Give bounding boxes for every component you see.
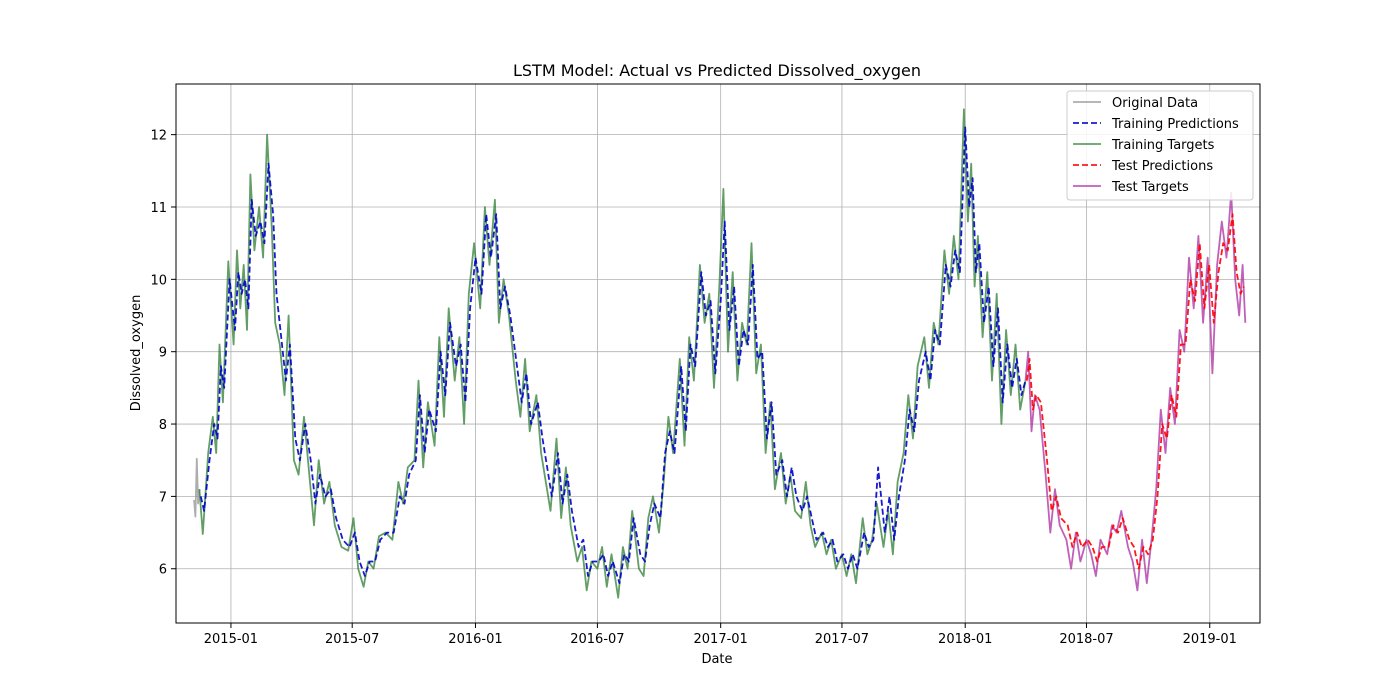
series-layer (193, 108, 1247, 599)
x-tick-label: 2018-07 (1059, 632, 1113, 647)
series-line-test-predictions (1026, 213, 1245, 570)
x-tick-label: 2019-01 (1183, 632, 1237, 647)
x-tick-label: 2017-07 (815, 632, 869, 647)
y-tick-label: 9 (159, 346, 167, 361)
y-axis-label: Dissolved_oxygen (129, 295, 144, 412)
legend-label-original-data: Original Data (1112, 96, 1198, 111)
x-tick-label: 2018-01 (938, 632, 992, 647)
y-axis: 6 7 8 9 10 11 12 (150, 129, 176, 578)
y-tick-label: 8 (159, 418, 167, 433)
series-line-training-predictions (199, 126, 1027, 585)
y-tick-label: 11 (150, 201, 167, 216)
x-axis-label: Date (701, 652, 732, 667)
y-tick-label: 10 (150, 273, 167, 288)
legend-label-training-predictions: Training Predictions (1111, 117, 1239, 132)
y-tick-label: 12 (150, 129, 167, 144)
x-tick-label: 2015-01 (204, 632, 258, 647)
series-line-original-data (193, 457, 201, 518)
series-line-training-targets (198, 108, 1027, 599)
legend-label-test-targets: Test Targets (1111, 180, 1189, 195)
legend: Original Data Training Predictions Trainin… (1066, 90, 1254, 201)
legend-label-test-predictions: Test Predictions (1111, 159, 1213, 174)
x-tick-label: 2015-07 (325, 632, 379, 647)
chart-title: LSTM Model: Actual vs Predicted Dissolve… (513, 61, 921, 81)
x-tick-label: 2016-07 (570, 632, 624, 647)
y-tick-label: 6 (159, 563, 167, 578)
y-tick-label: 7 (159, 490, 167, 505)
plot-frame (175, 83, 1261, 624)
x-axis: 2015-01 2015-07 2016-01 2016-07 2017-01 2017-… (204, 623, 1237, 647)
legend-box (1066, 90, 1254, 201)
x-tick-label: 2016-01 (448, 632, 502, 647)
x-tick-label: 2017-01 (694, 632, 748, 647)
legend-label-training-targets: Training Targets (1111, 138, 1215, 153)
